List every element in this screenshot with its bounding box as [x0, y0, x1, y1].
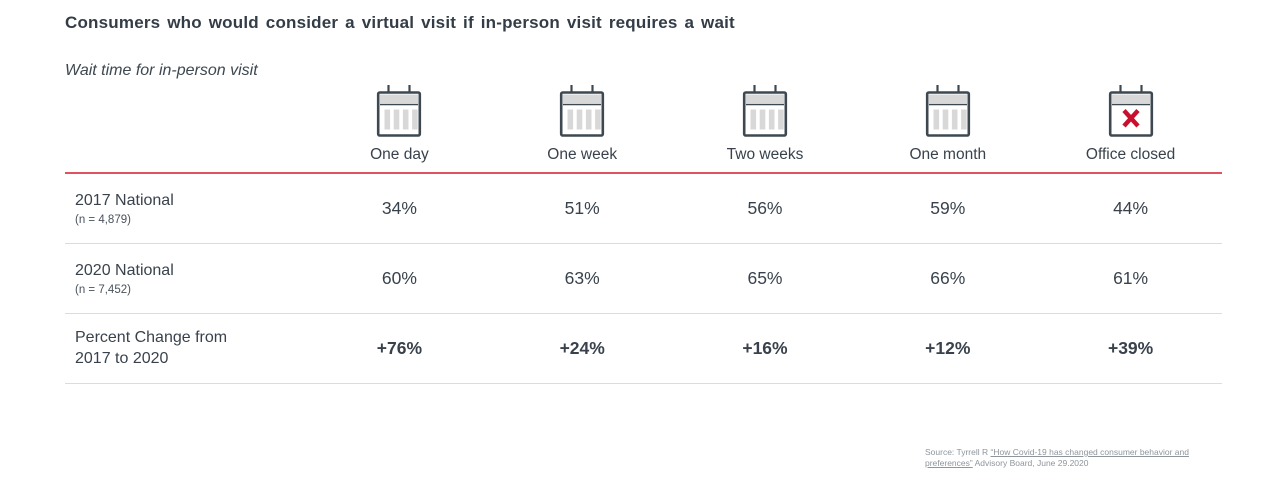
row-sample-size: (n = 7,452)	[75, 283, 131, 296]
calendar-two-weeks-icon	[742, 85, 788, 137]
value-cell: 65%	[747, 268, 783, 288]
row-label: 2017 National (n = 4,879)	[65, 191, 308, 225]
row-sample-size: (n = 4,879)	[75, 213, 131, 226]
column-header-office-closed: Office closed	[1039, 84, 1222, 164]
value-cell: 59%	[930, 198, 966, 218]
source-suffix: Advisory Board, June 29.2020	[972, 458, 1089, 468]
value-cell: 60%	[381, 268, 417, 288]
table-row-2020-national: 2020 National (n = 7,452) 60% 63% 65% 66…	[65, 244, 1222, 314]
value-cell: +76%	[376, 338, 423, 358]
column-header-one-day: One day	[308, 84, 491, 164]
value-cell: 61%	[1113, 268, 1149, 288]
value-cell: +16%	[742, 338, 788, 358]
column-header-one-week: One week	[491, 84, 674, 164]
column-header-label: One month	[909, 146, 987, 163]
calendar-one-week-icon	[560, 85, 605, 137]
source-note: Source: Tyrrell R “How Covid-19 has chan…	[925, 447, 1220, 469]
value-cell: 44%	[1113, 198, 1149, 218]
column-header-two-weeks: Two weeks	[674, 84, 857, 164]
value-cell: 63%	[564, 268, 600, 288]
wait-time-table: One day One week Two weeks	[65, 84, 1222, 384]
value-cell: 51%	[564, 198, 600, 218]
column-header-label: Office closed	[1085, 146, 1176, 163]
table-row-2017-national: 2017 National (n = 4,879) 34% 51% 56% 59…	[65, 174, 1222, 244]
column-header-one-month: One month	[856, 84, 1039, 164]
value-cell: +39%	[1107, 338, 1154, 358]
row-label-text: Percent Change from 2017 to 2020	[75, 329, 228, 367]
value-cell: 66%	[930, 268, 966, 288]
chart-subtitle: Wait time for in-person visit	[65, 62, 258, 79]
value-cell: 34%	[381, 198, 417, 218]
column-header-label: One day	[370, 146, 429, 163]
source-prefix: Source: Tyrrell R	[925, 447, 991, 457]
row-label-text: 2020 National	[75, 262, 174, 280]
row-label: Percent Change from 2017 to 2020	[65, 328, 308, 369]
calendar-x-icon	[1108, 85, 1153, 137]
calendar-one-month-icon	[925, 85, 970, 137]
source-link[interactable]: “How Covid-19 has changed consumer behav…	[925, 447, 1189, 468]
value-cell: 56%	[747, 198, 783, 218]
row-label-text: 2017 National	[75, 192, 174, 210]
column-header-label: Two weeks	[726, 146, 804, 163]
value-cell: +12%	[925, 338, 971, 358]
table-row-percent-change: Percent Change from 2017 to 2020 +76% +2…	[65, 314, 1222, 384]
table-header-row: One day One week Two weeks	[65, 84, 1222, 174]
page-title: Consumers who would consider a virtual v…	[65, 13, 735, 32]
row-label: 2020 National (n = 7,452)	[65, 261, 308, 295]
column-header-label: One week	[547, 146, 618, 163]
value-cell: +24%	[559, 338, 605, 358]
calendar-one-day-icon	[377, 85, 422, 137]
